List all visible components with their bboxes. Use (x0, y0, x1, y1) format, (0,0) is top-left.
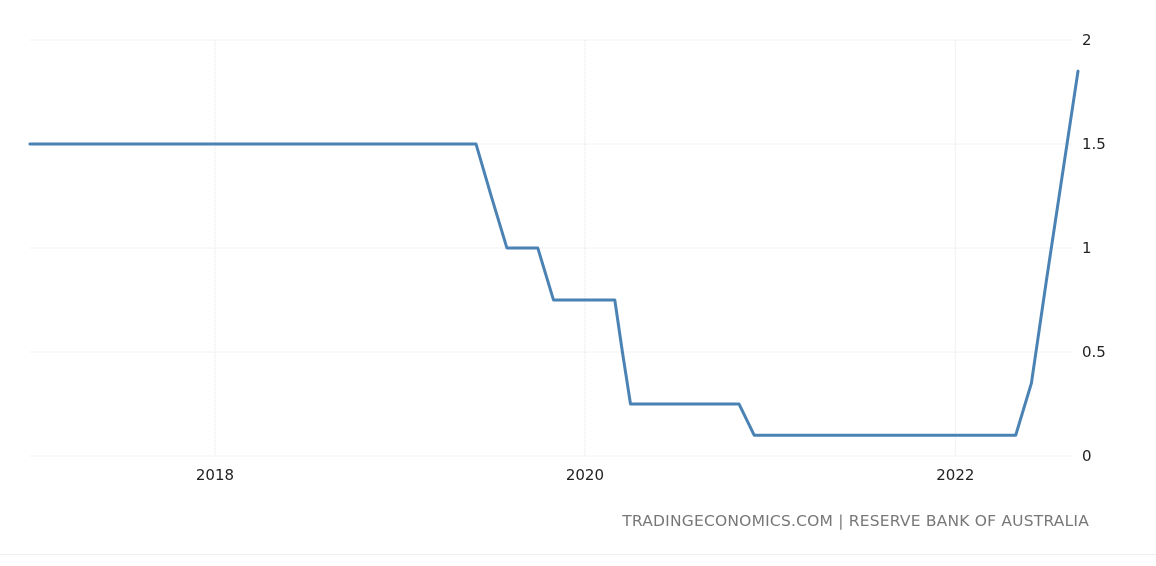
y-tick-label: 1.5 (1082, 135, 1106, 153)
x-tick-label: 2022 (936, 466, 974, 484)
y-tick-label: 2 (1082, 31, 1092, 49)
source-attribution: TRADINGECONOMICS.COM | RESERVE BANK OF A… (622, 512, 1089, 530)
grid-lines (30, 39, 1072, 457)
y-tick-label: 1 (1082, 239, 1092, 257)
x-axis-ticks: 2018 2020 2022 (196, 466, 975, 484)
y-tick-label: 0.5 (1082, 343, 1106, 361)
series-layer (28, 69, 1080, 437)
y-axis-ticks: 0 0.5 1 1.5 2 (1082, 31, 1106, 465)
y-tick-label: 0 (1082, 447, 1092, 465)
bottom-divider (0, 554, 1156, 555)
x-tick-label: 2018 (196, 466, 234, 484)
x-tick-label: 2020 (566, 466, 604, 484)
series-line (28, 69, 1080, 437)
